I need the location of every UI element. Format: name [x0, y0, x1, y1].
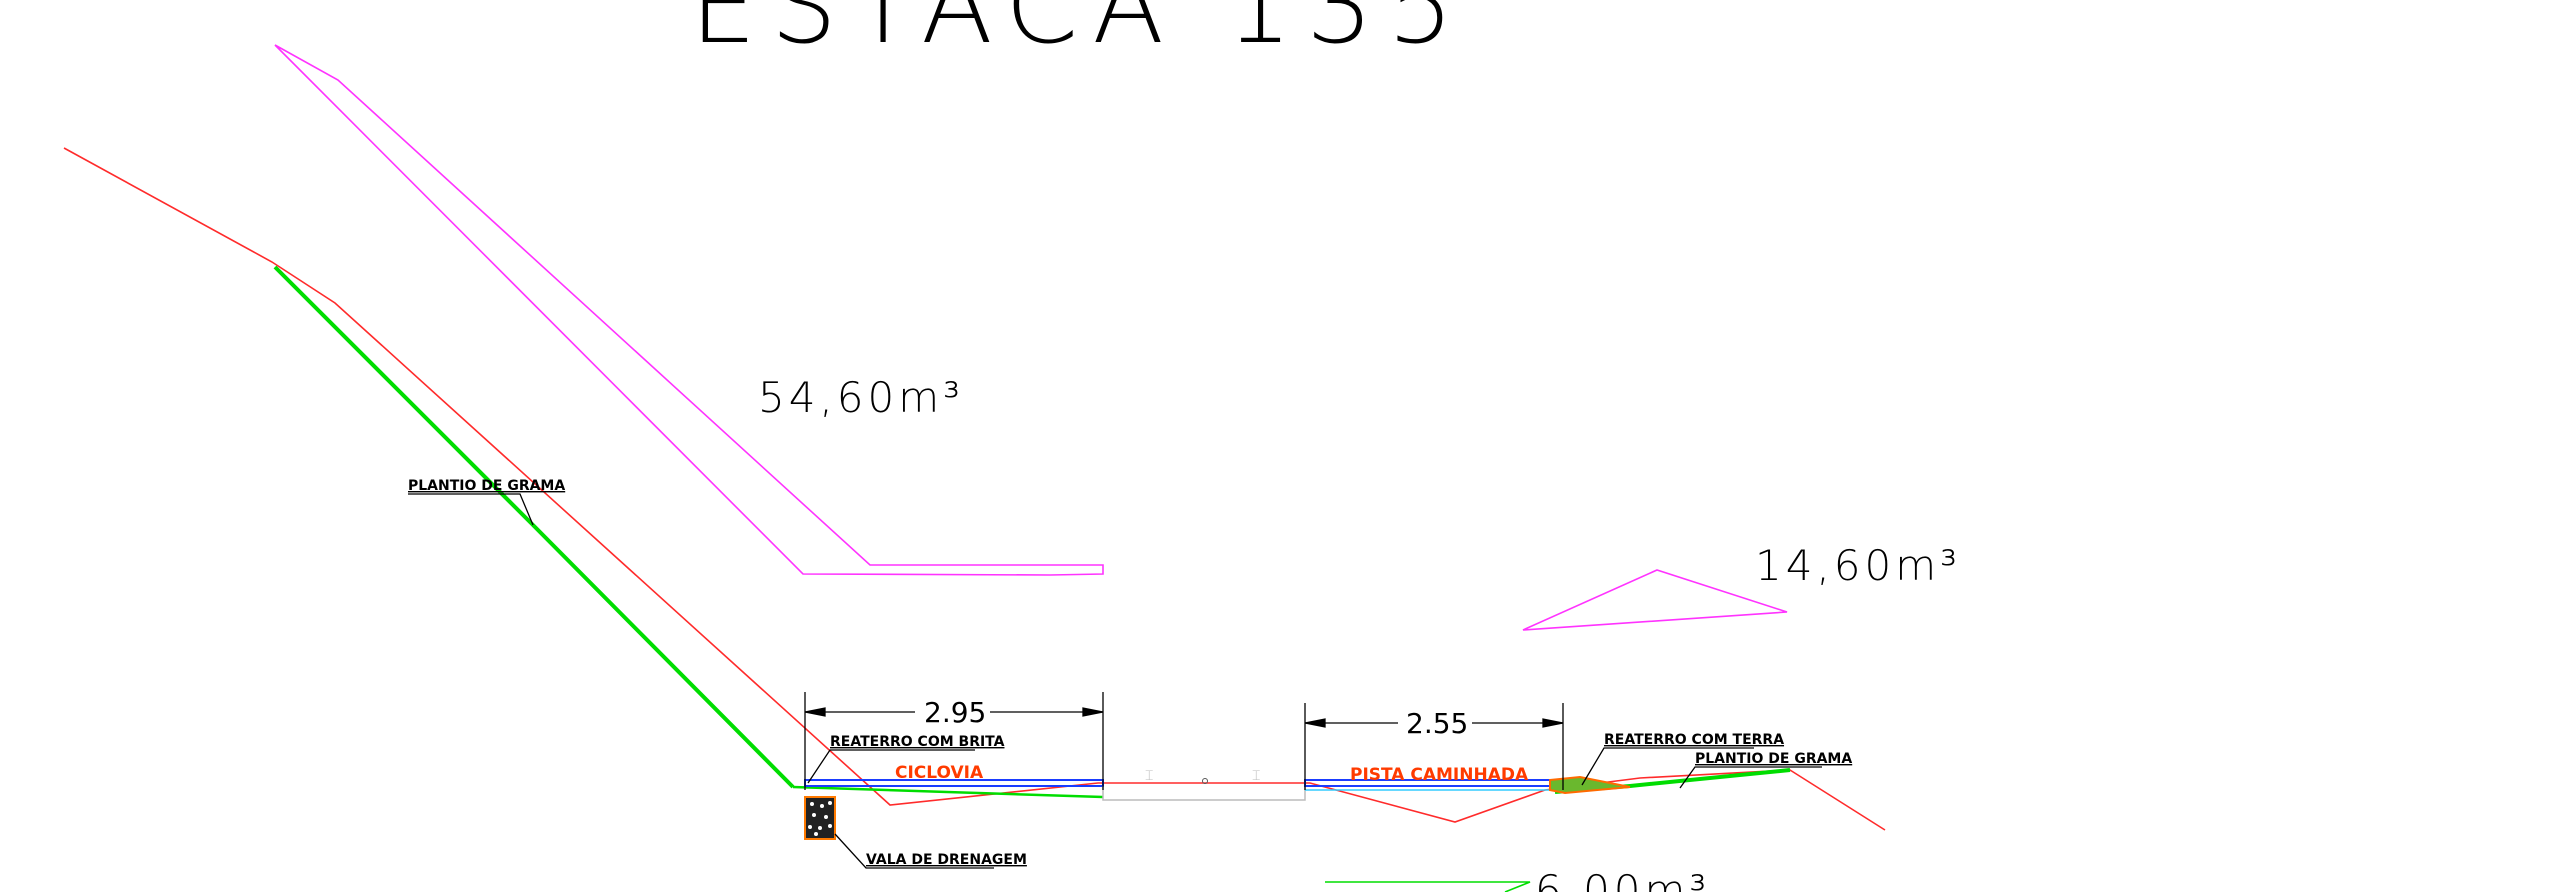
fill-area-bottom [1325, 881, 1531, 892]
axis-point [1202, 778, 1208, 784]
note-reaterro-brita: REATERRO COM BRITA [830, 734, 1005, 750]
note-reaterro-terra: REATERRO COM TERRA [1604, 732, 1784, 748]
median-marker-right: ⌶ [1252, 768, 1260, 784]
dimension-ciclovia [804, 692, 1104, 790]
volume-fill-bottom: 6,00m³ [1535, 866, 1710, 892]
leader-reaterro-terra [1581, 747, 1754, 786]
terrain-line [63, 147, 1886, 831]
note-plantio-left: PLANTIO DE GRAMA [408, 478, 565, 494]
leader-plantio-left [408, 493, 534, 526]
ciclovia-label: CICLOVIA [895, 763, 984, 783]
leader-reaterro-brita [807, 749, 975, 784]
volume-cut-left: 54,60m³ [758, 373, 964, 422]
dimension-ciclovia-value: 2.95 [924, 696, 986, 729]
cut-area-left [274, 44, 1104, 576]
road-base-line [792, 785, 1104, 799]
leader-plantio-right [1679, 766, 1822, 789]
ditch-hatch [808, 801, 832, 836]
note-plantio-right: PLANTIO DE GRAMA [1695, 751, 1852, 767]
pista-label: PISTA CAMINHADA [1350, 765, 1529, 785]
dimension-pista-value: 2.55 [1406, 707, 1468, 740]
volume-cut-right: 14,60m³ [1755, 541, 1961, 590]
median [1102, 786, 1306, 801]
median-marker-left: ⌶ [1145, 768, 1153, 784]
reaterro-terra-area [1549, 775, 1631, 795]
section-title: ESTACA 135 [690, 0, 1468, 67]
cut-area-right [1522, 569, 1788, 631]
leader-vala [834, 833, 994, 869]
dimension-pista [1304, 703, 1564, 790]
note-vala: VALA DE DRENAGEM [866, 852, 1027, 868]
slope-line-left [273, 265, 795, 789]
